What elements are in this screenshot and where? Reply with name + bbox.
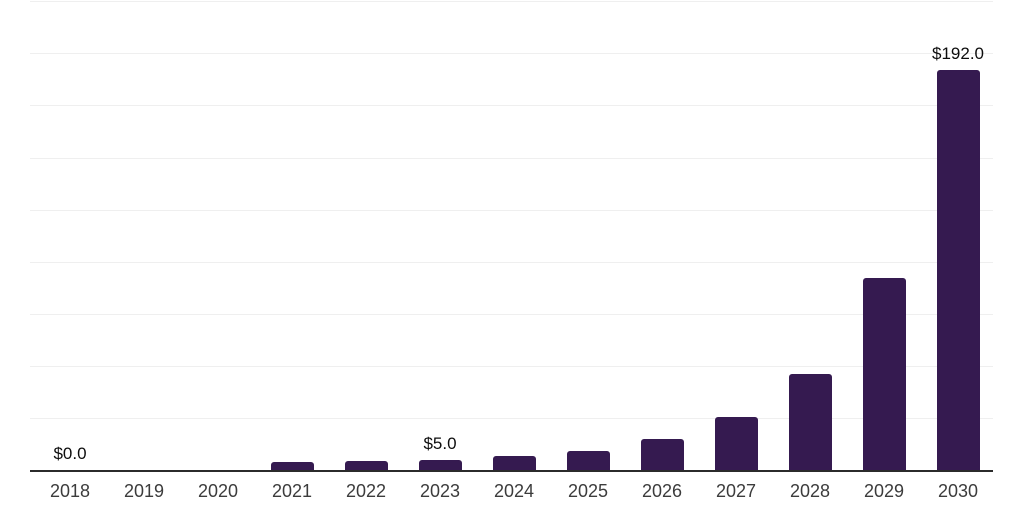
gridline-100 (30, 261, 993, 263)
gridline-200 (30, 53, 993, 55)
x-tick-2026: 2026 (641, 481, 683, 501)
x-tick-2028: 2028 (789, 481, 831, 501)
x-tick-2020: 2020 (197, 481, 239, 501)
x-tick-2029: 2029 (863, 481, 905, 501)
gridline-25 (30, 417, 993, 419)
bar-2027 (714, 416, 758, 470)
gridline-225 (30, 1, 993, 3)
bar-2025 (566, 451, 610, 470)
gridline-50 (30, 365, 993, 367)
data-label-2018: $0.0 (53, 444, 87, 463)
x-tick-2030: 2030 (937, 481, 979, 501)
gridline-150 (30, 157, 993, 159)
x-axis-line (30, 470, 993, 472)
bar-2030 (936, 70, 980, 470)
gridline-75 (30, 313, 993, 315)
x-tick-2023: 2023 (419, 481, 461, 501)
bar-2022 (344, 460, 388, 470)
gridline-125 (30, 209, 993, 211)
x-tick-2021: 2021 (271, 481, 313, 501)
bar-2026 (640, 438, 684, 470)
gridline-175 (30, 105, 993, 107)
x-tick-2025: 2025 (567, 481, 609, 501)
x-tick-2024: 2024 (493, 481, 535, 501)
bar-2024 (492, 456, 536, 470)
x-tick-2022: 2022 (345, 481, 387, 501)
x-tick-2019: 2019 (123, 481, 165, 501)
x-tick-2027: 2027 (715, 481, 757, 501)
data-label-2030: $192.0 (932, 44, 984, 63)
bar-2021 (270, 462, 314, 470)
data-label-2023: $5.0 (423, 433, 457, 453)
bar-2023 (418, 459, 462, 470)
bar-2029 (862, 278, 906, 470)
bar-2028 (788, 374, 832, 470)
x-tick-2018: 2018 (49, 481, 91, 501)
